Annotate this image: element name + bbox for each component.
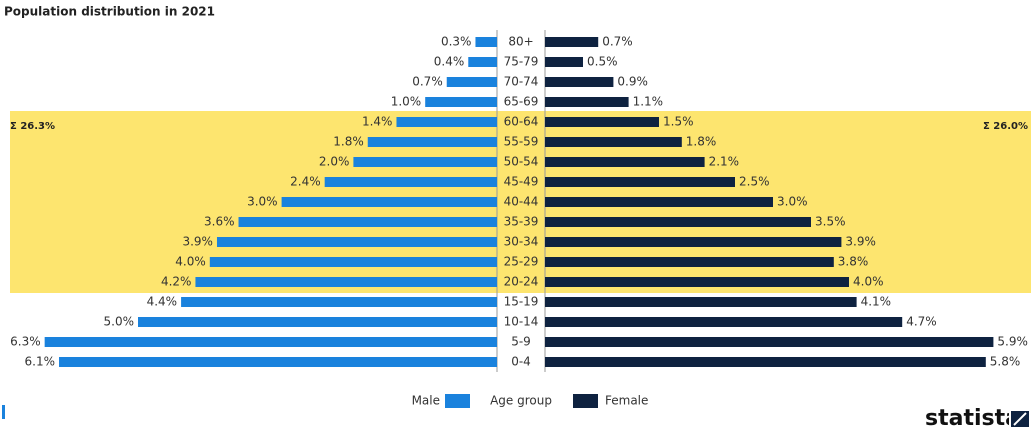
bar-female [545,257,834,267]
value-label: 2.5% [739,175,770,189]
value-label: 3.9% [182,235,213,249]
value-label: 0.9% [617,75,648,89]
bar-female [545,317,903,327]
category-label: 0-4 [511,355,531,369]
annotation: Σ 26.0% [983,121,1028,132]
category-label: 55-59 [504,135,539,149]
source-logo: statista [925,406,1020,431]
value-label: 3.0% [247,195,278,209]
bar-female [545,137,682,147]
category-label: 60-64 [504,115,539,129]
bar-female [545,357,986,367]
bar-male [209,257,498,267]
highlight-layer: Σ 26.3% Σ 26.0% [10,111,1031,293]
bar-male [475,37,497,47]
value-label: 2.4% [290,175,321,189]
value-label: 5.8% [990,355,1021,369]
bar-female [545,57,583,67]
category-label: 10-14 [504,315,539,329]
legend-label: Male [412,394,440,408]
value-label: 2.1% [709,155,740,169]
bar-male [44,337,497,347]
legend-swatch [573,394,598,408]
value-label: 3.9% [845,235,876,249]
category-label: 20-24 [504,275,539,289]
value-label: 1.8% [686,135,717,149]
value-label: 3.5% [815,215,846,229]
value-label: 0.4% [434,55,465,69]
category-label: 35-39 [504,215,539,229]
value-label: 3.8% [838,255,869,269]
value-label: 4.0% [853,275,884,289]
bar-female [545,177,735,187]
value-label: 0.7% [602,35,633,49]
bar-female [545,297,857,307]
bar-female [545,97,629,107]
bar-female [545,217,811,227]
bar-male [425,97,497,107]
legend-label: Age group [490,394,552,408]
chart-title: Population distribution in 2021 [4,5,215,19]
bar-male [195,277,497,287]
bar-male [468,57,497,67]
value-label: 4.7% [906,315,937,329]
bar-male [396,117,497,127]
value-label: 3.6% [204,215,235,229]
value-label: 0.3% [441,35,472,49]
category-label: 25-29 [504,255,539,269]
legend-swatch [445,394,470,408]
logo-icon [1009,409,1031,429]
category-label: 50-54 [504,155,539,169]
category-label: 15-19 [504,295,539,309]
bar-male [367,137,497,147]
bar-male [59,357,498,367]
category-label: 80+ [508,35,533,49]
value-label: 1.8% [333,135,364,149]
annotation: Σ 26.3% [10,121,55,132]
category-label: 30-34 [504,235,539,249]
bar-male [353,157,497,167]
value-label: 1.4% [362,115,393,129]
bar-male [138,317,497,327]
value-label: 1.5% [663,115,694,129]
bar-female [545,237,842,247]
value-label: 1.0% [391,95,422,109]
bar-female [545,37,599,47]
value-label: 0.7% [412,75,443,89]
value-label: 5.0% [104,315,135,329]
value-label: 4.1% [861,295,892,309]
footer-mark [2,405,5,419]
value-label: 0.5% [587,55,618,69]
value-label: 6.1% [25,355,56,369]
value-label: 1.1% [633,95,664,109]
bar-female [545,197,773,207]
bar-female [545,277,849,287]
bar-male [324,177,497,187]
category-label: 45-49 [504,175,539,189]
value-label: 4.4% [147,295,178,309]
value-label: 4.2% [161,275,192,289]
value-label: 3.0% [777,195,808,209]
bar-male [446,77,497,87]
bar-male [216,237,498,247]
category-label: 40-44 [504,195,539,209]
bar-male [181,297,497,307]
bar-female [545,157,705,167]
category-label: 75-79 [504,55,539,69]
value-label: 5.9% [997,335,1028,349]
highlight-band [10,111,1031,293]
category-label: 70-74 [504,75,539,89]
bar-female [545,337,994,347]
bar-female [545,117,659,127]
value-label: 4.0% [175,255,206,269]
bar-male [238,217,497,227]
bar-male [281,197,497,207]
legend-label: Female [605,394,648,408]
category-label: 65-69 [504,95,539,109]
value-label: 2.0% [319,155,350,169]
value-label: 6.3% [10,335,41,349]
bar-female [545,77,614,87]
category-label: 5-9 [511,335,531,349]
